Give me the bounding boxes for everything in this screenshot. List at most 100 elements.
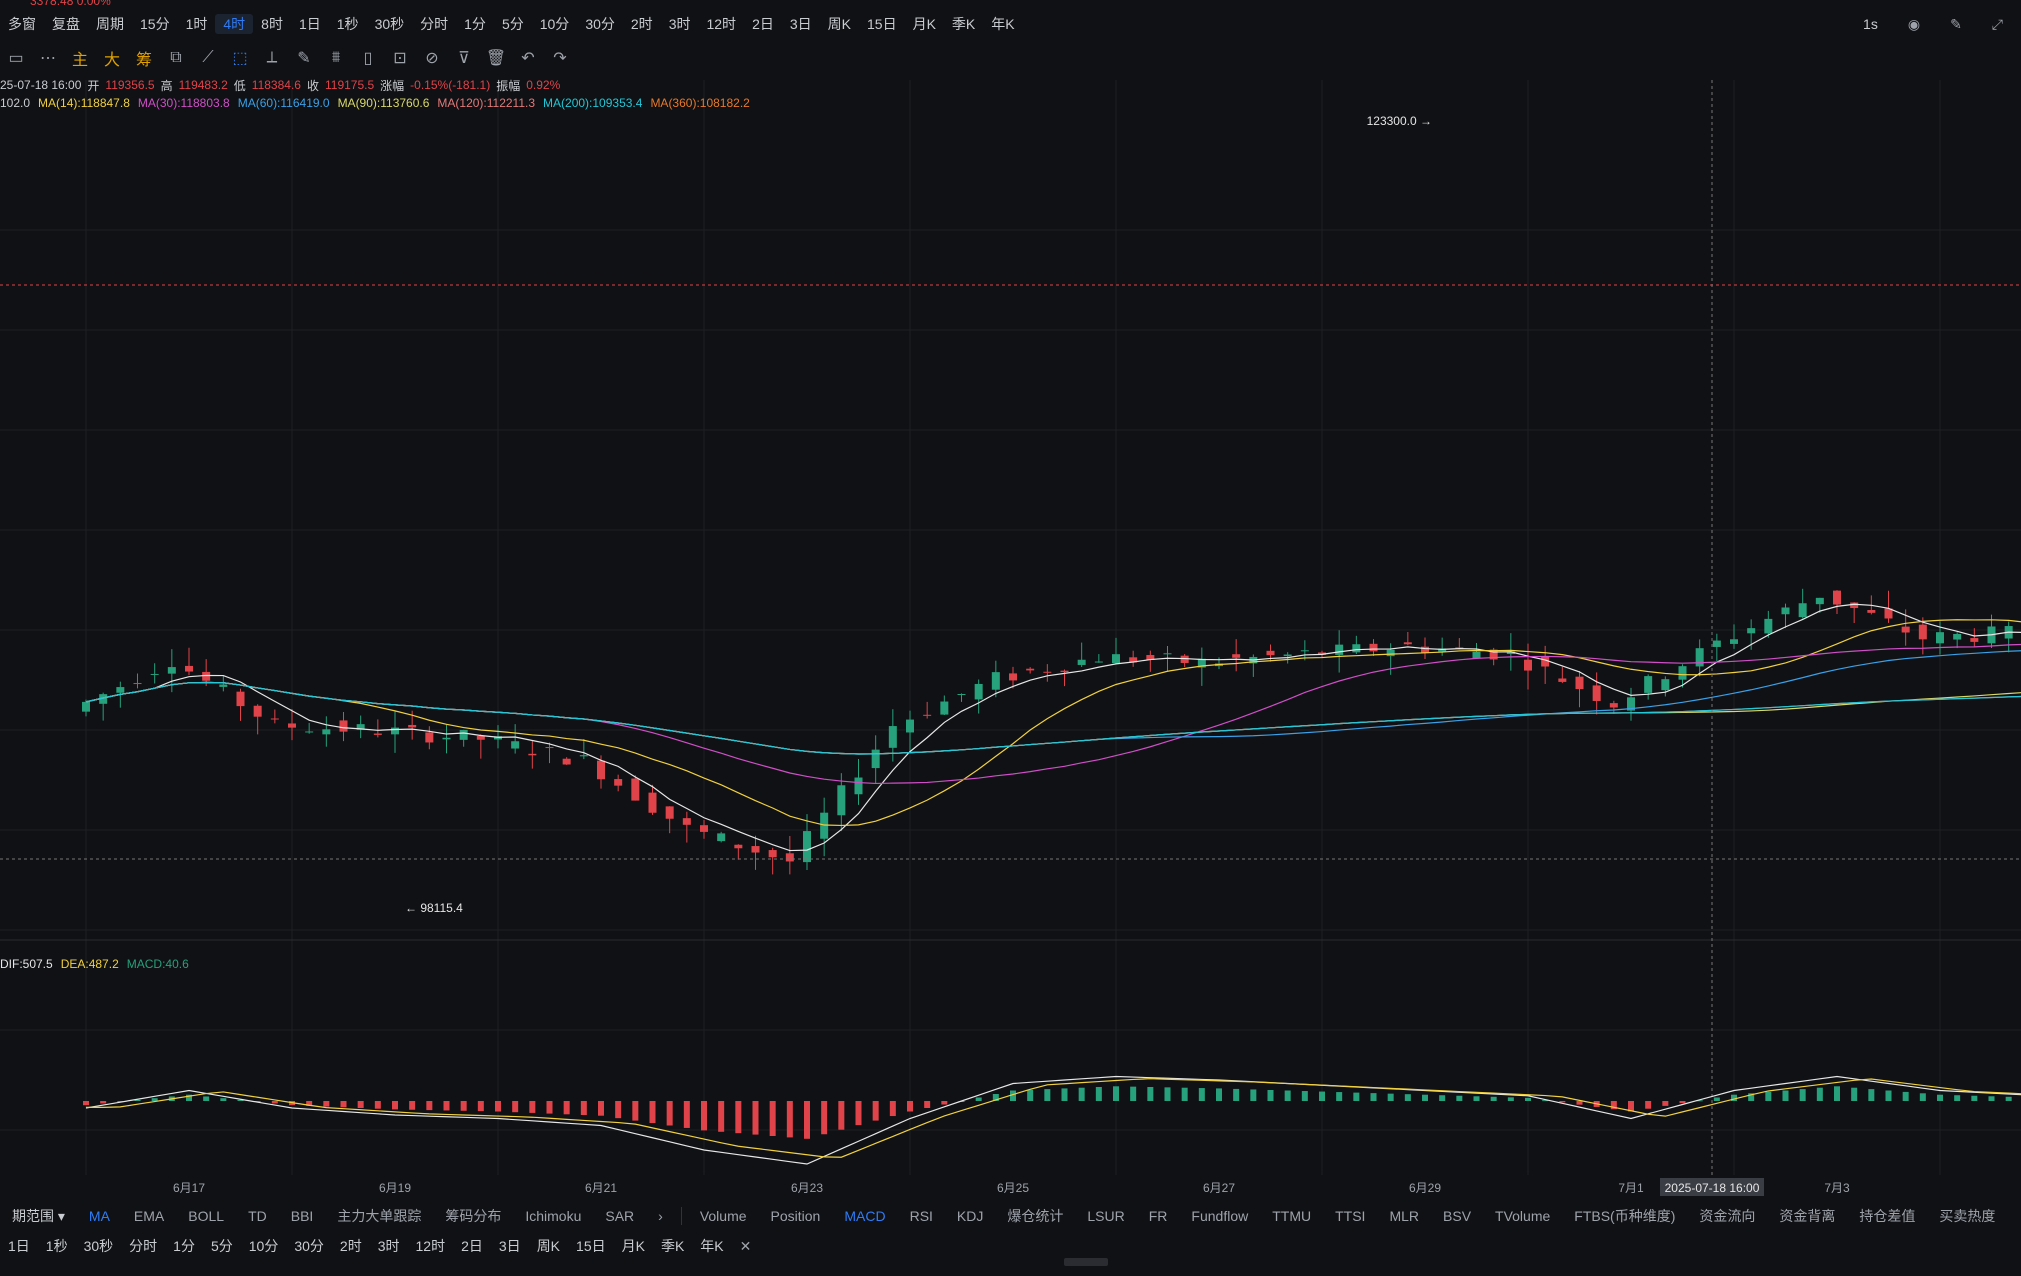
pattern-icon[interactable]: ⩩ (331, 49, 341, 66)
period-8[interactable]: 1秒 (336, 16, 359, 32)
sub-indicator-11[interactable]: MLR (1389, 1208, 1420, 1224)
bottom-period-12[interactable]: 3日 (498, 1238, 521, 1254)
x-tick-label: 6月17 (173, 1181, 205, 1195)
period-2[interactable]: 周期 (96, 16, 124, 32)
bottom-period-17[interactable]: 年K (700, 1238, 724, 1254)
link-icon[interactable]: ⊘ (425, 50, 439, 67)
chevron-right-icon[interactable]: › (658, 1208, 663, 1224)
period-18[interactable]: 2日 (752, 16, 774, 32)
pen-icon[interactable]: ✎ (297, 50, 311, 67)
bottom-period-10[interactable]: 12时 (415, 1238, 446, 1254)
bottom-period-4[interactable]: 1分 (173, 1238, 195, 1254)
period-5[interactable]: 4时 (215, 14, 254, 34)
bottom-period-16[interactable]: 季K (660, 1238, 685, 1254)
close-icon[interactable]: ✕ (739, 1237, 752, 1254)
period-19[interactable]: 3日 (789, 16, 812, 32)
period-20[interactable]: 周K (827, 16, 851, 32)
magic-icon[interactable]: ⟋ (202, 49, 214, 66)
redo-icon[interactable]: ↷ (553, 50, 567, 67)
toolbar-chips-button[interactable]: 筹 (135, 52, 152, 69)
indicator-range[interactable]: 期范围 ▾ (12, 1208, 65, 1224)
period-14[interactable]: 30分 (585, 16, 615, 32)
bottom-period-6[interactable]: 10分 (248, 1238, 279, 1254)
period-1[interactable]: 复盘 (52, 16, 80, 32)
select-icon[interactable]: ⬚ (232, 50, 248, 67)
bottom-period-15[interactable]: 月K (621, 1238, 645, 1254)
sub-indicator-17[interactable]: 持仓差值 (1859, 1208, 1916, 1224)
period-21[interactable]: 15日 (867, 16, 897, 32)
trash-icon[interactable]: 🗑 (485, 50, 507, 67)
bottom-period-2[interactable]: 30秒 (83, 1238, 114, 1254)
bottom-period-7[interactable]: 30分 (294, 1238, 324, 1254)
period-12[interactable]: 5分 (501, 16, 524, 32)
period-11[interactable]: 1分 (464, 16, 486, 32)
filter-icon[interactable]: ⊽ (458, 50, 470, 67)
refresh-rate[interactable]: 1s (1863, 16, 1878, 32)
period-15[interactable]: 2时 (630, 16, 653, 32)
period-7[interactable]: 1日 (298, 16, 321, 32)
rectangle-icon[interactable]: ▭ (8, 50, 24, 67)
sub-indicator-16[interactable]: 资金背离 (1779, 1208, 1836, 1224)
main-indicator-7[interactable]: Ichimoku (525, 1208, 582, 1224)
main-indicator-1[interactable]: EMA (133, 1208, 165, 1224)
sub-indicator-2[interactable]: MACD (844, 1208, 886, 1224)
camera-icon[interactable]: ◉ (1907, 15, 1921, 32)
sub-indicator-12[interactable]: BSV (1443, 1208, 1472, 1224)
period-4[interactable]: 1时 (185, 16, 208, 32)
period-13[interactable]: 10分 (539, 16, 570, 32)
sub-indicator-10[interactable]: TTSI (1335, 1208, 1366, 1224)
sub-indicator-7[interactable]: FR (1148, 1208, 1168, 1224)
bottom-period-9[interactable]: 3时 (377, 1238, 400, 1254)
period-17[interactable]: 12时 (706, 16, 737, 32)
period-24[interactable]: 年K (991, 16, 1015, 32)
main-indicator-3[interactable]: TD (248, 1208, 267, 1224)
compare-icon[interactable]: ⧉ (170, 49, 182, 66)
sub-indicator-1[interactable]: Position (770, 1208, 821, 1224)
main-indicator-6[interactable]: 筹码分布 (445, 1208, 502, 1224)
main-indicator-4[interactable]: BBI (290, 1208, 314, 1224)
sub-indicator-18[interactable]: 买卖热度 (1939, 1208, 1996, 1224)
macd-bar (1353, 1092, 1360, 1101)
collapse-handle[interactable] (1064, 1258, 1108, 1266)
bottom-period-0[interactable]: 1日 (8, 1238, 30, 1254)
period-9[interactable]: 30秒 (374, 16, 405, 32)
undo-icon[interactable]: ↶ (521, 50, 535, 67)
sub-indicator-13[interactable]: TVolume (1495, 1208, 1551, 1224)
fullscreen-icon[interactable]: ⤢ (1991, 15, 2003, 32)
period-16[interactable]: 3时 (668, 16, 691, 32)
period-0[interactable]: 多窗 (8, 16, 36, 32)
sub-indicator-8[interactable]: Fundflow (1191, 1208, 1249, 1224)
more-icon[interactable]: ⋯ (40, 50, 56, 67)
template-icon[interactable]: ⊡ (393, 50, 407, 67)
main-indicator-5[interactable]: 主力大单跟踪 (337, 1208, 422, 1224)
sub-indicator-0[interactable]: Volume (699, 1208, 747, 1224)
period-6[interactable]: 8时 (261, 16, 283, 32)
sub-indicator-5[interactable]: 爆仓统计 (1007, 1208, 1064, 1224)
toolbar-main-button[interactable]: 主 (71, 52, 88, 69)
main-indicator-8[interactable]: SAR (605, 1208, 635, 1224)
ruler-icon[interactable]: ⟂ (266, 49, 278, 66)
bottom-period-8[interactable]: 2时 (339, 1238, 362, 1254)
bottom-period-11[interactable]: 2日 (461, 1238, 483, 1254)
period-22[interactable]: 月K (912, 16, 936, 32)
sub-indicator-15[interactable]: 资金流向 (1699, 1208, 1756, 1224)
bottom-period-14[interactable]: 15日 (576, 1238, 606, 1254)
sub-indicator-4[interactable]: KDJ (956, 1208, 984, 1224)
period-23[interactable]: 季K (951, 16, 976, 32)
candlestick-chart[interactable]: 123300.0 → ← 98115.4 6月17 6月19 6月21 6月23 6月25 6… (0, 80, 2021, 1200)
sub-indicator-6[interactable]: LSUR (1087, 1208, 1125, 1224)
period-10[interactable]: 分时 (420, 16, 449, 32)
sub-indicator-3[interactable]: RSI (909, 1208, 933, 1224)
bottom-period-5[interactable]: 5分 (210, 1238, 233, 1254)
period-3[interactable]: 15分 (140, 16, 170, 32)
bottom-period-13[interactable]: 周K (536, 1238, 561, 1254)
main-indicator-0[interactable]: MA (88, 1208, 110, 1224)
sub-indicator-9[interactable]: TTMU (1272, 1208, 1312, 1224)
draw-icon[interactable]: ✎ (1950, 15, 1962, 32)
sub-indicator-14[interactable]: FTBS(币种维度) (1574, 1208, 1676, 1224)
bottom-period-1[interactable]: 1秒 (45, 1238, 68, 1254)
main-indicator-2[interactable]: BOLL (188, 1208, 225, 1224)
bottom-period-3[interactable]: 分时 (129, 1238, 158, 1254)
clipboard-icon[interactable]: ▯ (363, 50, 373, 67)
toolbar-big-button[interactable]: 大 (103, 52, 120, 69)
